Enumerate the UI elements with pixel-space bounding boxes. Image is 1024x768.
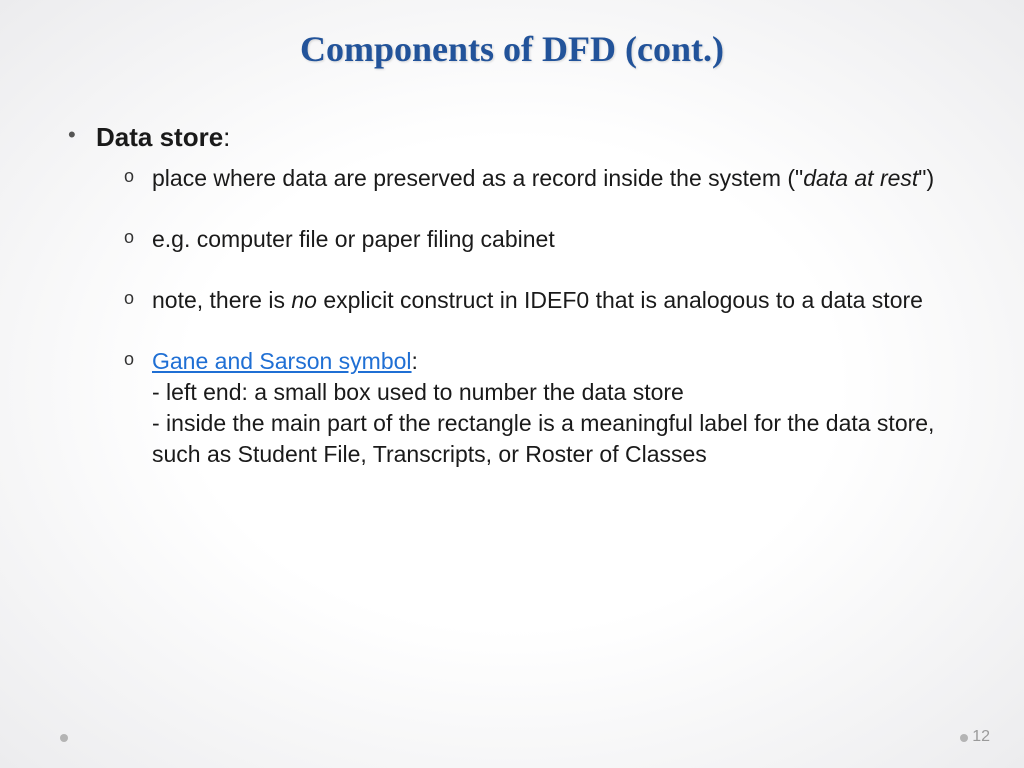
- sub4-line2: - left end: a small box used to number t…: [152, 379, 684, 405]
- bullet-list: Data store: place where data are preserv…: [60, 120, 964, 470]
- sub-item-4: Gane and Sarson symbol: - left end: a sm…: [124, 346, 964, 470]
- slide-title: Components of DFD (cont.): [60, 28, 964, 70]
- main-heading: Data store: [96, 122, 223, 152]
- decoration-dot-right: [960, 734, 968, 742]
- sub3-pre: note, there is: [152, 287, 291, 313]
- gane-sarson-link[interactable]: Gane and Sarson symbol: [152, 348, 412, 374]
- sub3-post: explicit construct in IDEF0 that is anal…: [317, 287, 923, 313]
- sub1-pre: place where data are preserved as a reco…: [152, 165, 803, 191]
- page-number: 12: [972, 728, 990, 746]
- sub4-after-link: :: [412, 348, 418, 374]
- decoration-dot-left: [60, 734, 68, 742]
- sub2-text: e.g. computer file or paper filing cabin…: [152, 226, 555, 252]
- sub4-line3: - inside the main part of the rectangle …: [152, 410, 934, 467]
- sub3-ital: no: [291, 287, 317, 313]
- sub-item-3: note, there is no explicit construct in …: [124, 285, 964, 316]
- sub1-post: "): [918, 165, 934, 191]
- sub-item-2: e.g. computer file or paper filing cabin…: [124, 224, 964, 255]
- sub1-ital: data at rest: [803, 165, 918, 191]
- slide: Components of DFD (cont.) Data store: pl…: [0, 0, 1024, 768]
- sub-list: place where data are preserved as a reco…: [96, 163, 964, 470]
- main-heading-suffix: :: [223, 122, 230, 152]
- main-bullet: Data store: place where data are preserv…: [68, 120, 964, 470]
- sub-item-1: place where data are preserved as a reco…: [124, 163, 964, 194]
